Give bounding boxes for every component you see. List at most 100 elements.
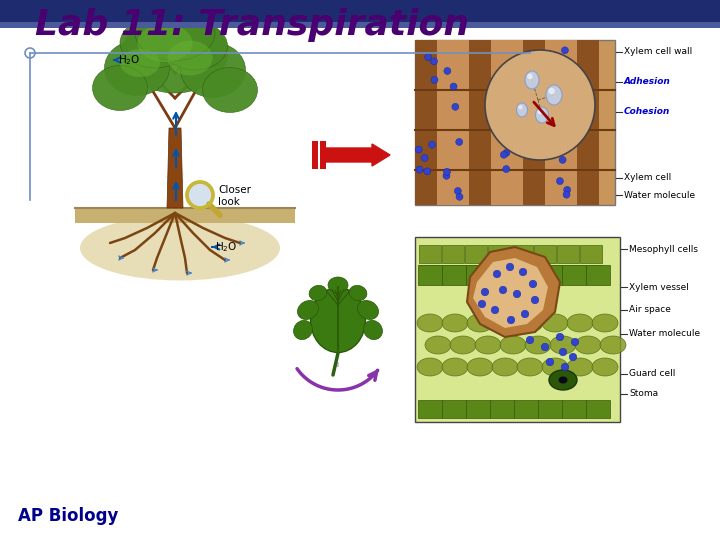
Circle shape bbox=[513, 290, 521, 298]
Bar bbox=[465, 245, 487, 263]
Circle shape bbox=[526, 336, 534, 344]
Circle shape bbox=[187, 182, 213, 208]
Bar bbox=[488, 265, 510, 283]
Circle shape bbox=[421, 154, 428, 161]
Bar bbox=[418, 265, 442, 285]
FancyArrow shape bbox=[325, 144, 390, 166]
Text: H$_2$O: H$_2$O bbox=[118, 53, 140, 67]
Circle shape bbox=[557, 148, 564, 155]
Ellipse shape bbox=[549, 370, 577, 390]
Bar bbox=[534, 265, 556, 283]
Circle shape bbox=[506, 263, 514, 271]
Bar bbox=[491, 40, 523, 205]
Circle shape bbox=[456, 193, 463, 200]
Ellipse shape bbox=[425, 336, 451, 354]
Ellipse shape bbox=[80, 215, 280, 280]
Circle shape bbox=[562, 47, 568, 54]
Circle shape bbox=[424, 168, 431, 175]
Ellipse shape bbox=[120, 18, 190, 68]
Ellipse shape bbox=[546, 85, 562, 105]
Circle shape bbox=[557, 178, 564, 185]
Text: Lab 11: Transpiration: Lab 11: Transpiration bbox=[35, 8, 469, 42]
Text: Air space: Air space bbox=[629, 306, 671, 314]
Circle shape bbox=[519, 268, 527, 276]
Ellipse shape bbox=[516, 103, 528, 117]
Circle shape bbox=[450, 83, 457, 90]
Bar bbox=[415, 40, 615, 205]
Ellipse shape bbox=[550, 336, 576, 354]
Bar bbox=[511, 265, 533, 283]
Ellipse shape bbox=[517, 314, 543, 332]
Bar bbox=[577, 40, 599, 205]
Ellipse shape bbox=[575, 336, 601, 354]
Circle shape bbox=[499, 130, 506, 137]
Bar bbox=[580, 265, 602, 283]
Ellipse shape bbox=[309, 286, 327, 301]
Circle shape bbox=[425, 53, 432, 60]
Circle shape bbox=[428, 141, 436, 148]
Ellipse shape bbox=[600, 336, 626, 354]
Ellipse shape bbox=[328, 277, 348, 293]
Ellipse shape bbox=[349, 286, 367, 301]
Ellipse shape bbox=[442, 314, 468, 332]
Ellipse shape bbox=[120, 49, 160, 77]
Circle shape bbox=[444, 168, 451, 176]
Bar bbox=[419, 245, 441, 263]
Bar bbox=[538, 265, 562, 285]
Text: Water molecule: Water molecule bbox=[624, 191, 695, 199]
Circle shape bbox=[570, 353, 577, 361]
Bar bbox=[442, 265, 464, 283]
Bar bbox=[320, 141, 326, 169]
Bar bbox=[488, 245, 510, 263]
Circle shape bbox=[529, 280, 537, 288]
Bar bbox=[415, 40, 437, 205]
Bar bbox=[511, 245, 533, 263]
Text: Mesophyll cells: Mesophyll cells bbox=[629, 245, 698, 253]
Bar bbox=[557, 265, 579, 283]
Circle shape bbox=[559, 348, 567, 356]
Bar bbox=[562, 265, 586, 285]
Bar bbox=[490, 265, 514, 285]
Bar bbox=[419, 265, 441, 283]
Circle shape bbox=[454, 187, 462, 194]
Bar bbox=[442, 245, 464, 263]
Ellipse shape bbox=[492, 314, 518, 332]
Circle shape bbox=[541, 343, 549, 351]
Circle shape bbox=[491, 306, 499, 314]
Bar bbox=[469, 40, 491, 205]
Bar bbox=[466, 265, 490, 285]
Text: Xylem cell wall: Xylem cell wall bbox=[624, 48, 692, 57]
Polygon shape bbox=[167, 128, 183, 208]
Ellipse shape bbox=[104, 40, 169, 96]
Ellipse shape bbox=[592, 358, 618, 376]
Circle shape bbox=[561, 363, 569, 371]
Ellipse shape bbox=[442, 358, 468, 376]
Text: Cohesion: Cohesion bbox=[624, 107, 670, 117]
Bar bbox=[586, 400, 610, 418]
Circle shape bbox=[456, 138, 463, 145]
Circle shape bbox=[485, 50, 595, 160]
Polygon shape bbox=[75, 208, 295, 223]
Ellipse shape bbox=[525, 71, 539, 89]
Bar bbox=[0, 0, 720, 22]
Ellipse shape bbox=[135, 5, 215, 60]
Ellipse shape bbox=[357, 300, 379, 320]
Ellipse shape bbox=[542, 358, 568, 376]
Text: Water molecule: Water molecule bbox=[629, 329, 700, 339]
Circle shape bbox=[559, 157, 566, 164]
Bar bbox=[437, 40, 469, 205]
Circle shape bbox=[431, 76, 438, 83]
Circle shape bbox=[481, 288, 489, 296]
Bar bbox=[418, 400, 442, 418]
Circle shape bbox=[444, 68, 451, 75]
Ellipse shape bbox=[202, 68, 258, 112]
Bar bbox=[580, 245, 602, 263]
Bar bbox=[415, 237, 620, 422]
Circle shape bbox=[416, 166, 423, 173]
Circle shape bbox=[507, 126, 514, 133]
Bar bbox=[442, 265, 466, 285]
Circle shape bbox=[499, 286, 507, 294]
Ellipse shape bbox=[417, 314, 443, 332]
Circle shape bbox=[478, 300, 486, 308]
Ellipse shape bbox=[297, 300, 318, 320]
